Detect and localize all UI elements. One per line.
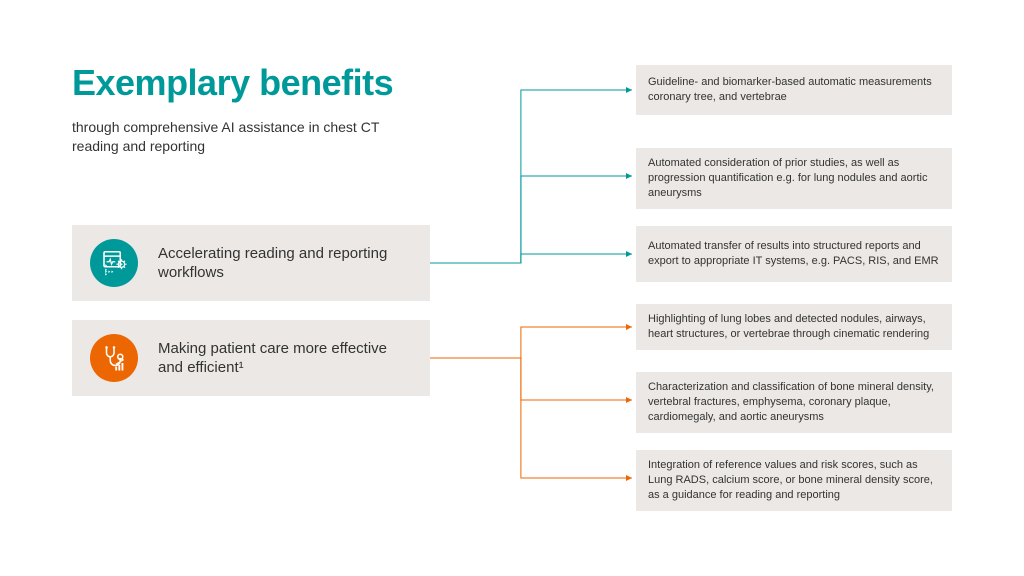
category-patientcare: Making patient care more effective and e… xyxy=(72,320,430,396)
detail-box: Automated consideration of prior studies… xyxy=(636,148,952,209)
detail-text: Automated transfer of results into struc… xyxy=(648,239,940,269)
stethoscope-chart-icon xyxy=(90,334,138,382)
detail-box: Integration of reference values and risk… xyxy=(636,450,952,511)
detail-text: Automated consideration of prior studies… xyxy=(648,156,940,201)
detail-text: Integration of reference values and risk… xyxy=(648,458,940,503)
detail-box: Automated transfer of results into struc… xyxy=(636,226,952,282)
detail-text: Characterization and classification of b… xyxy=(648,380,940,425)
detail-text: Highlighting of lung lobes and detected … xyxy=(648,312,940,342)
detail-box: Highlighting of lung lobes and detected … xyxy=(636,304,952,350)
page-subtitle: through comprehensive AI assistance in c… xyxy=(72,118,392,156)
detail-text: Guideline- and biomarker-based automatic… xyxy=(648,75,940,105)
detail-box: Guideline- and biomarker-based automatic… xyxy=(636,65,952,115)
page-title: Exemplary benefits xyxy=(72,62,393,104)
calendar-gear-icon xyxy=(90,239,138,287)
detail-box: Characterization and classification of b… xyxy=(636,372,952,433)
category-label: Making patient care more effective and e… xyxy=(158,339,388,378)
category-label: Accelerating reading and reporting workf… xyxy=(158,244,388,283)
category-accelerating: Accelerating reading and reporting workf… xyxy=(72,225,430,301)
